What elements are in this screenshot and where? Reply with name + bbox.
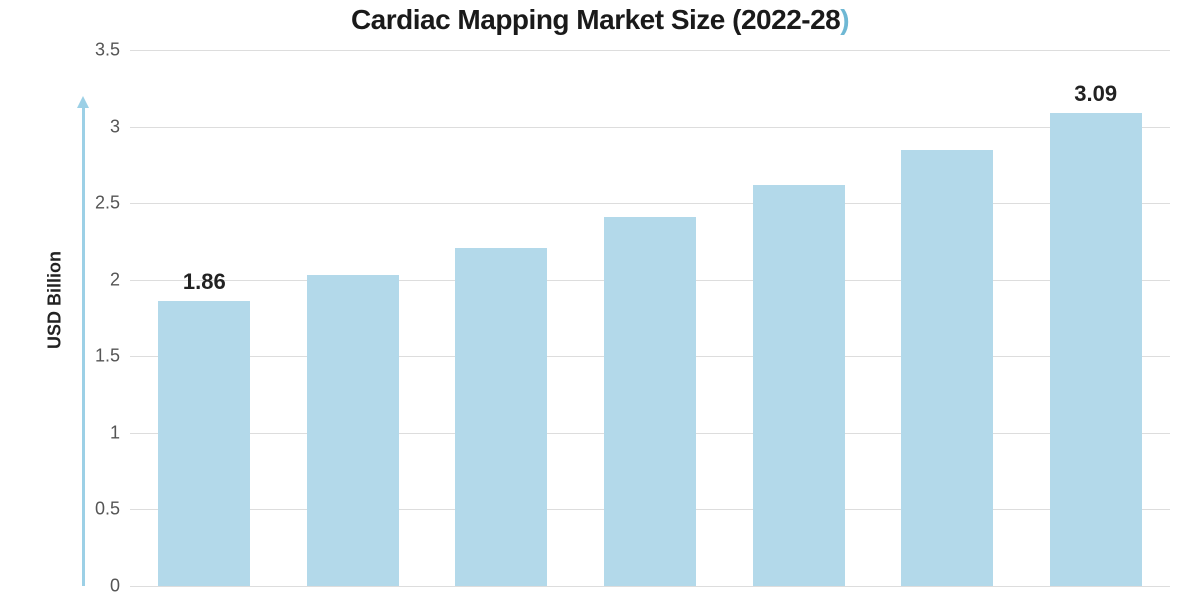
y-tick-label: 0.5 xyxy=(60,499,120,520)
plot-area: 1.86 3.09 xyxy=(130,50,1170,586)
grid-line xyxy=(130,586,1170,587)
bar: 1.86 xyxy=(158,301,250,586)
title-paren: ) xyxy=(840,4,849,35)
y-tick-label: 2.5 xyxy=(60,193,120,214)
y-axis-label: USD Billion xyxy=(45,251,66,349)
bar xyxy=(604,217,696,586)
bar xyxy=(753,185,845,586)
y-tick-label: 3 xyxy=(60,116,120,137)
chart-title: Cardiac Mapping Market Size (2022-28) xyxy=(0,4,1200,36)
y-tick-label: 3.5 xyxy=(60,40,120,61)
bar xyxy=(455,248,547,586)
bar xyxy=(307,275,399,586)
y-tick-label: 2 xyxy=(60,269,120,290)
y-tick-label: 0 xyxy=(60,576,120,597)
y-tick-label: 1 xyxy=(60,422,120,443)
chart-container: Cardiac Mapping Market Size (2022-28) US… xyxy=(0,0,1200,600)
bar: 3.09 xyxy=(1050,113,1142,586)
y-tick-label: 1.5 xyxy=(60,346,120,367)
bar-value-label: 3.09 xyxy=(1050,81,1142,107)
bar xyxy=(901,150,993,586)
bars-group: 1.86 3.09 xyxy=(130,50,1170,586)
title-text: Cardiac Mapping Market Size (2022-28 xyxy=(351,4,840,35)
bar-value-label: 1.86 xyxy=(158,269,250,295)
